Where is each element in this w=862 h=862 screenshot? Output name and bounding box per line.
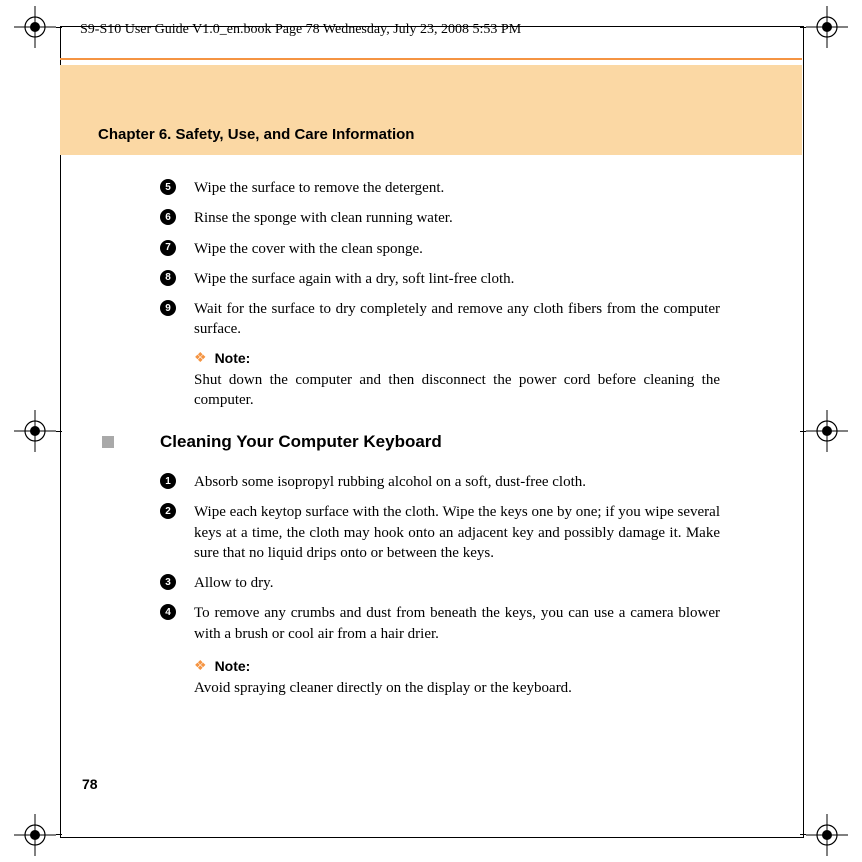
step-item: 2 Wipe each keytop surface with the clot… bbox=[160, 502, 720, 563]
step-text: Wipe the surface again with a dry, soft … bbox=[194, 269, 720, 289]
step-text: Wipe the surface to remove the detergent… bbox=[194, 178, 720, 198]
note-text: Avoid spraying cleaner directly on the d… bbox=[194, 678, 720, 698]
step-item: 7 Wipe the cover with the clean sponge. bbox=[160, 239, 720, 259]
diamond-icon: ❖ bbox=[194, 350, 207, 367]
step-item: 3 Allow to dry. bbox=[160, 573, 720, 593]
step-number-icon: 2 bbox=[160, 503, 176, 519]
step-item: 9 Wait for the surface to dry completely… bbox=[160, 299, 720, 340]
page-number: 78 bbox=[82, 776, 98, 792]
step-item: 1 Absorb some isopropyl rubbing alcohol … bbox=[160, 472, 720, 492]
square-bullet-icon bbox=[102, 436, 114, 448]
step-item: 6 Rinse the sponge with clean running wa… bbox=[160, 208, 720, 228]
step-text: Allow to dry. bbox=[194, 573, 720, 593]
chapter-title: Chapter 6. Safety, Use, and Care Informa… bbox=[98, 126, 414, 143]
note-text: Shut down the computer and then disconne… bbox=[194, 370, 720, 411]
crop-mark-icon bbox=[806, 814, 848, 856]
step-number-icon: 4 bbox=[160, 604, 176, 620]
section-heading-row: Cleaning Your Computer Keyboard bbox=[102, 432, 720, 452]
step-text: To remove any crumbs and dust from benea… bbox=[194, 603, 720, 644]
step-item: 5 Wipe the surface to remove the deterge… bbox=[160, 178, 720, 198]
step-item: 4 To remove any crumbs and dust from ben… bbox=[160, 603, 720, 644]
main-content: 5 Wipe the surface to remove the deterge… bbox=[160, 178, 720, 708]
step-text: Wipe the cover with the clean sponge. bbox=[194, 239, 720, 259]
doc-header: S9-S10 User Guide V1.0_en.book Page 78 W… bbox=[80, 22, 521, 38]
diamond-icon: ❖ bbox=[194, 658, 207, 675]
note-block: ❖ Note: Shut down the computer and then … bbox=[194, 350, 720, 411]
crop-mark-icon bbox=[14, 6, 56, 48]
step-number-icon: 5 bbox=[160, 179, 176, 195]
crop-mark-icon bbox=[14, 814, 56, 856]
step-text: Absorb some isopropyl rubbing alcohol on… bbox=[194, 472, 720, 492]
step-number-icon: 3 bbox=[160, 574, 176, 590]
step-text: Wipe each keytop surface with the cloth.… bbox=[194, 502, 720, 563]
step-text: Wait for the surface to dry completely a… bbox=[194, 299, 720, 340]
note-block: ❖ Note: Avoid spraying cleaner directly … bbox=[194, 658, 720, 698]
step-item: 8 Wipe the surface again with a dry, sof… bbox=[160, 269, 720, 289]
note-label: Note: bbox=[215, 350, 251, 366]
step-number-icon: 9 bbox=[160, 300, 176, 316]
chapter-banner: Chapter 6. Safety, Use, and Care Informa… bbox=[60, 65, 802, 155]
step-number-icon: 1 bbox=[160, 473, 176, 489]
step-number-icon: 6 bbox=[160, 209, 176, 225]
crop-mark-icon bbox=[14, 410, 56, 452]
crop-mark-icon bbox=[806, 410, 848, 452]
step-number-icon: 8 bbox=[160, 270, 176, 286]
crop-mark-icon bbox=[806, 6, 848, 48]
step-text: Rinse the sponge with clean running wate… bbox=[194, 208, 720, 228]
separator-line bbox=[60, 58, 802, 60]
note-label: Note: bbox=[215, 658, 251, 674]
step-number-icon: 7 bbox=[160, 240, 176, 256]
section-heading: Cleaning Your Computer Keyboard bbox=[160, 432, 442, 452]
